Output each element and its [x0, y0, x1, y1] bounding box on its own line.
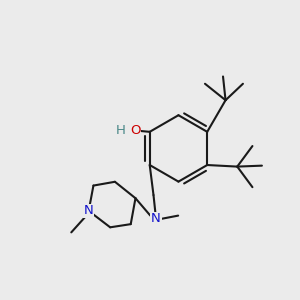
Text: N: N [151, 212, 161, 225]
Text: O: O [130, 124, 140, 137]
Text: N: N [84, 204, 94, 218]
Text: H: H [116, 124, 125, 137]
